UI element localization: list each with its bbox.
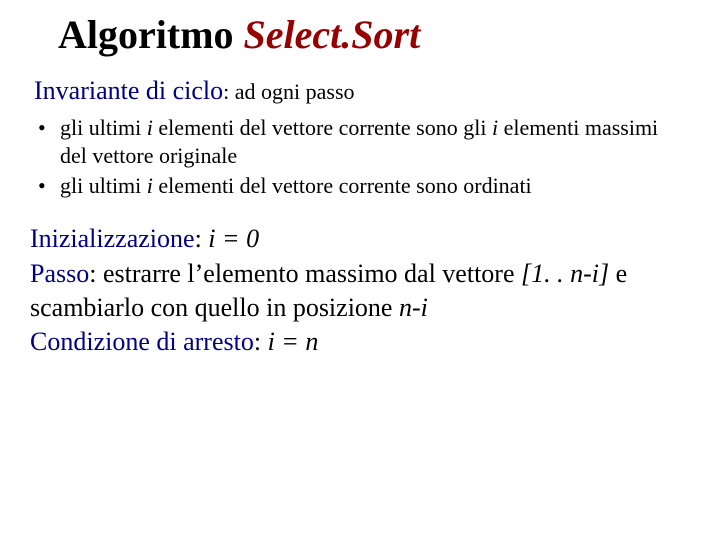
invariant-item: gli ultimi i elementi del vettore corren…: [34, 172, 690, 200]
stop-line: Condizione di arresto: i = n: [30, 325, 690, 359]
step-label: Passo: [30, 259, 89, 288]
separator: :: [89, 259, 103, 288]
invariant-list: gli ultimi i elementi del vettore corren…: [34, 114, 690, 200]
step-expr: n-i: [399, 293, 428, 322]
init-label: Inizializzazione: [30, 224, 195, 253]
text-fragment: estrarre l’elemento massimo dal vettore: [103, 259, 521, 288]
initialization-line: Inizializzazione: i = 0: [30, 222, 690, 256]
stop-expr: i = n: [268, 327, 319, 356]
invariant-item: gli ultimi i elementi del vettore corren…: [34, 114, 690, 170]
slide: Algoritmo Select.Sort Invariante di cicl…: [0, 0, 720, 380]
step-line: Passo: estrarre l’elemento massimo dal v…: [30, 257, 690, 326]
text-fragment: gli ultimi: [60, 115, 147, 140]
title-algorithm-name: Select.Sort: [244, 12, 421, 57]
stop-label: Condizione di arresto: [30, 327, 254, 356]
invariant-heading: Invariante di ciclo: ad ogni passo: [34, 76, 690, 106]
step-range: [1. . n-i]: [521, 259, 609, 288]
invariant-label: Invariante di ciclo: [34, 76, 223, 105]
title-prefix: Algoritmo: [58, 12, 234, 57]
separator: :: [195, 224, 209, 253]
text-fragment: gli ultimi: [60, 173, 147, 198]
init-expr: i = 0: [208, 224, 259, 253]
text-fragment: elementi del vettore corrente sono ordin…: [153, 173, 532, 198]
text-fragment: elementi del vettore corrente sono gli: [153, 115, 492, 140]
separator: :: [254, 327, 268, 356]
invariant-suffix: : ad ogni passo: [223, 79, 354, 104]
slide-title: Algoritmo Select.Sort: [58, 12, 690, 58]
